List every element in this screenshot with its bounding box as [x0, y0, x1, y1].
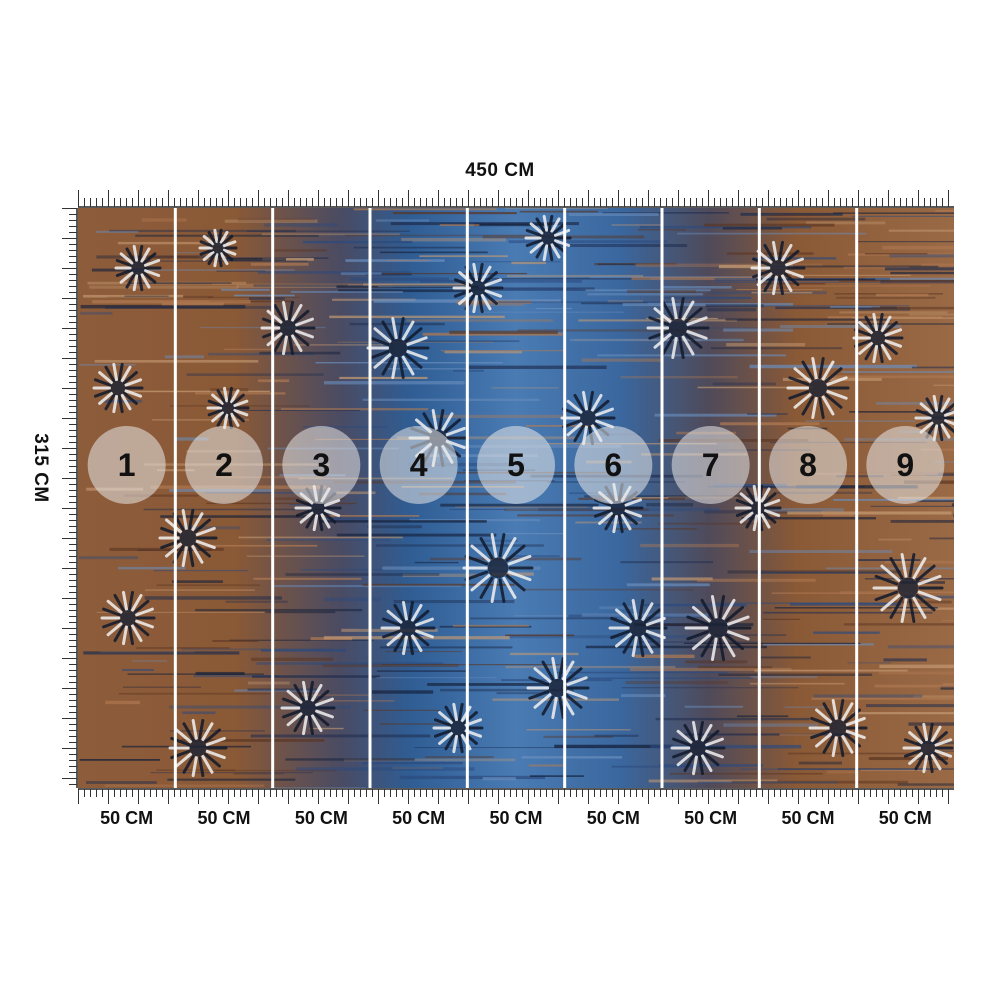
flower-motif: [786, 356, 850, 420]
panel-number-badges: 1 2 3 4 5 6 7 8 9: [87, 426, 945, 504]
panel-seam: [271, 208, 275, 788]
flower-motif: [872, 553, 944, 623]
panel-6-badge: 6: [574, 426, 653, 504]
flower-motif: [366, 316, 430, 380]
flower-motif: [684, 594, 752, 662]
panel-seam: [660, 208, 664, 788]
panel-seams: [173, 208, 859, 788]
flower-motif: [646, 296, 710, 360]
panel-width-label: 50 CM: [100, 808, 154, 828]
flower-motif: [734, 484, 782, 532]
panel-7-badge: 7: [671, 426, 750, 504]
panel-width-label: 50 CM: [197, 808, 251, 828]
panel-width-labels: 50 CM 50 CM 50 CM 50 CM 50 CM 50 CM 50 CM 50 CM…: [78, 808, 954, 838]
panel-4-badge: 4: [379, 426, 458, 504]
flower-motif: [670, 720, 726, 776]
flower-motif: [100, 590, 156, 646]
panel-1-badge: 1: [87, 426, 166, 504]
flower-motif: [206, 386, 250, 430]
total-height-label: 315 CM: [30, 433, 51, 503]
panel-number: 7: [702, 447, 720, 483]
panel-number: 5: [507, 447, 525, 483]
flower-motif: [560, 390, 616, 446]
panel-seam: [465, 208, 469, 788]
panel-badge-circle: [769, 426, 847, 504]
panel-badge-circle: [379, 426, 458, 504]
panel-width-label: 50 CM: [489, 808, 543, 828]
panel-badge-circle: [866, 426, 945, 504]
flower-motif: [380, 600, 436, 656]
panel-width-label: 50 CM: [294, 808, 348, 828]
panel-number: 1: [118, 447, 136, 483]
flower-motif: [852, 312, 904, 364]
panel-badge-circle: [87, 426, 166, 504]
flower-motif: [168, 718, 228, 778]
panel-badge-circle: [671, 426, 750, 504]
flower-motif: [280, 680, 336, 736]
flower-motif: [526, 656, 590, 720]
panel-number: 2: [215, 447, 233, 483]
top-ruler: [78, 190, 954, 208]
panel-width-label: 50 CM: [684, 808, 738, 828]
panel-number: 8: [799, 447, 817, 483]
panel-number: 6: [604, 447, 622, 483]
panel-9-badge: 9: [866, 426, 945, 504]
bottom-ruler: [78, 788, 954, 804]
flower-motif: [902, 722, 954, 774]
panel-2-badge: 2: [185, 426, 263, 504]
panel-seam: [368, 208, 372, 788]
flower-motif: [462, 533, 534, 603]
panel-badge-circle: [574, 426, 653, 504]
panel-number: 9: [896, 447, 914, 483]
panel-number: 4: [410, 447, 428, 483]
panel-8-badge: 8: [769, 426, 847, 504]
panel-badge-circle: [185, 426, 263, 504]
panel-number: 3: [312, 447, 330, 483]
panel-seam: [563, 208, 567, 788]
panel-width-label: 50 CM: [878, 808, 932, 828]
flower-motif: [198, 228, 238, 268]
panel-5-badge: 5: [477, 426, 555, 504]
left-ruler: [62, 208, 78, 788]
wallpaper-mural-preview: 1 2 3 4 5 6 7 8 9: [78, 208, 954, 788]
flower-motif: [92, 362, 144, 414]
panel-seam: [173, 208, 177, 788]
panel-width-label: 50 CM: [392, 808, 446, 828]
panel-width-label: 50 CM: [586, 808, 640, 828]
panel-badge-circle: [477, 426, 555, 504]
panel-seam: [757, 208, 761, 788]
flower-motif: [524, 214, 572, 262]
total-width-label: 450 CM: [465, 160, 535, 181]
flower-motif: [808, 698, 868, 758]
flower-motif: [114, 244, 162, 292]
panel-badge-circle: [282, 426, 361, 504]
flower-motif: [608, 598, 668, 658]
panel-3-badge: 3: [282, 426, 361, 504]
panel-width-label: 50 CM: [781, 808, 835, 828]
panel-seam: [855, 208, 859, 788]
